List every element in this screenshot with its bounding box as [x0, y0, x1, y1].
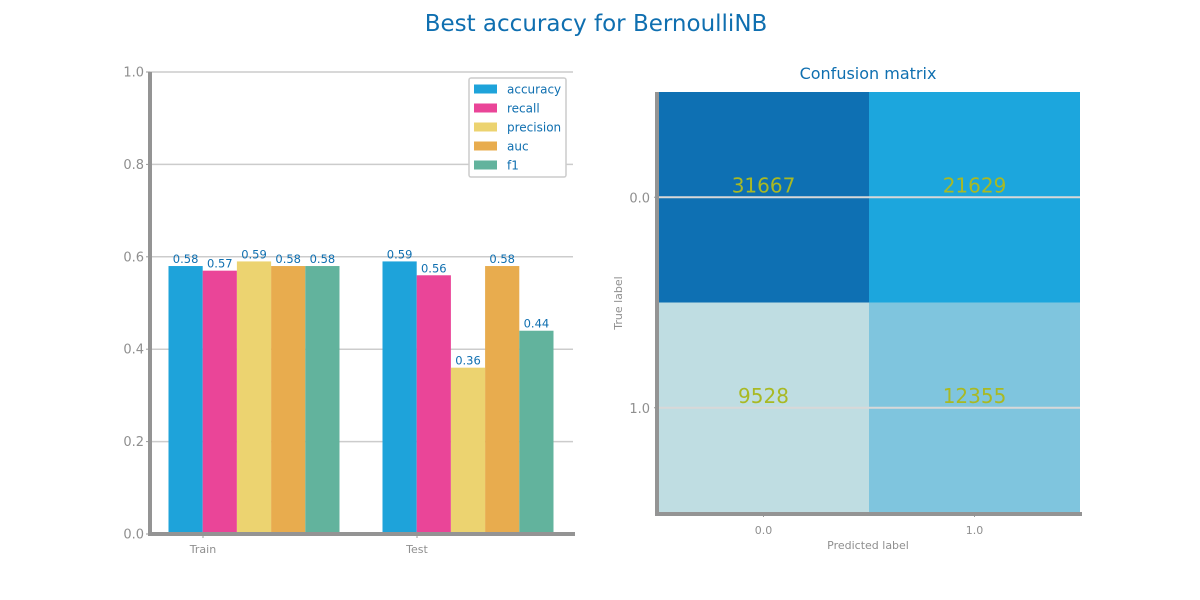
- confusion-matrix-y-label: True label: [612, 276, 625, 330]
- cm-y-tick-label: 0.0: [629, 191, 650, 206]
- confusion-matrix-cells: [658, 92, 1080, 513]
- bar-value-label: 0.57: [207, 257, 233, 271]
- bar-y-tick-label: 0.0: [123, 528, 144, 543]
- bar-value-label: 0.58: [489, 252, 515, 266]
- legend-label-precision: precision: [507, 121, 561, 135]
- bar-chart-axes: [148, 72, 575, 536]
- bar-precision-test: [450, 367, 486, 534]
- bar-f1-test: [519, 330, 554, 534]
- legend-box: [468, 77, 567, 178]
- confusion-matrix-x-label: Predicted label: [827, 539, 909, 552]
- bar-chart-bars: [168, 261, 554, 534]
- bar-recall-train: [202, 270, 237, 534]
- legend-swatch-recall: [474, 103, 497, 113]
- bar-chart-y-ticks: 0.0 0.2 0.4 0.6 0.8 1.0: [123, 66, 150, 543]
- bar-auc-test: [485, 266, 520, 534]
- confusion-matrix-grid: [658, 196, 1080, 409]
- bar-value-label: 0.59: [387, 247, 413, 261]
- confusion-matrix-ticks: 0.0 1.0 0.0 1.0: [629, 191, 983, 537]
- bar-x-tick-label: Train: [189, 543, 216, 556]
- bar-chart-x-ticks: Train Test: [189, 534, 429, 556]
- legend-label-auc: auc: [507, 140, 529, 154]
- cm-cell-value: 31667: [732, 173, 796, 197]
- legend-label-recall: recall: [507, 102, 540, 116]
- bar-recall-test: [416, 275, 451, 534]
- legend-swatch-auc: [474, 141, 497, 151]
- bar-precision-train: [236, 261, 272, 534]
- legend-label-accuracy: accuracy: [507, 83, 561, 97]
- bar-x-tick-label: Test: [405, 543, 428, 556]
- bar-auc-train: [271, 266, 306, 534]
- bar-y-tick-label: 0.4: [123, 343, 144, 358]
- bar-chart-value-labels: 0.58 0.57 0.59 0.58 0.58 0.59 0.56 0.36 0.58 0.44: [173, 247, 549, 367]
- bar-y-tick-label: 1.0: [123, 66, 144, 81]
- confusion-matrix-axes: [655, 92, 1082, 516]
- bar-value-label: 0.58: [310, 252, 336, 266]
- cm-cell-value: 21629: [943, 173, 1007, 197]
- bar-value-label: 0.56: [421, 261, 447, 275]
- bar-accuracy-train: [168, 266, 203, 534]
- bar-y-tick-label: 0.6: [123, 250, 144, 265]
- confusion-matrix-values: 31667 21629 9528 12355: [732, 173, 1007, 408]
- cm-y-tick-label: 1.0: [629, 402, 650, 417]
- bar-value-label: 0.58: [173, 252, 199, 266]
- bar-value-label: 0.59: [241, 247, 267, 261]
- cm-x-tick-label: 0.0: [755, 524, 773, 537]
- bar-chart: 0.00.20.40.60.81.0 0.58 0.570.59 0.58 0.58 0…: [123, 66, 575, 556]
- bar-value-label: 0.36: [455, 354, 481, 368]
- bar-chart-legend: accuracy recall precision auc f1: [468, 77, 567, 178]
- legend-label-f1: f1: [507, 159, 519, 173]
- bar-accuracy-test: [382, 261, 417, 534]
- legend-swatch-f1: [474, 160, 497, 170]
- legend-swatch-accuracy: [474, 84, 497, 94]
- legend-swatch-precision: [474, 122, 497, 132]
- confusion-matrix-title: Confusion matrix: [800, 64, 937, 83]
- figure-title: Best accuracy for BernoulliNB: [425, 11, 768, 37]
- cm-cell-value: 9528: [738, 384, 789, 408]
- cm-x-tick-label: 1.0: [966, 524, 984, 537]
- confusion-matrix: Confusion matrix 31667 21629 9528 12355 0.0…: [612, 64, 1082, 552]
- cm-cell-value: 12355: [943, 384, 1007, 408]
- bar-f1-train: [305, 266, 340, 534]
- bar-y-tick-label: 0.2: [123, 435, 144, 450]
- bar-value-label: 0.44: [524, 317, 550, 331]
- bar-value-label: 0.58: [275, 252, 301, 266]
- bar-y-tick-label: 0.8: [123, 158, 144, 173]
